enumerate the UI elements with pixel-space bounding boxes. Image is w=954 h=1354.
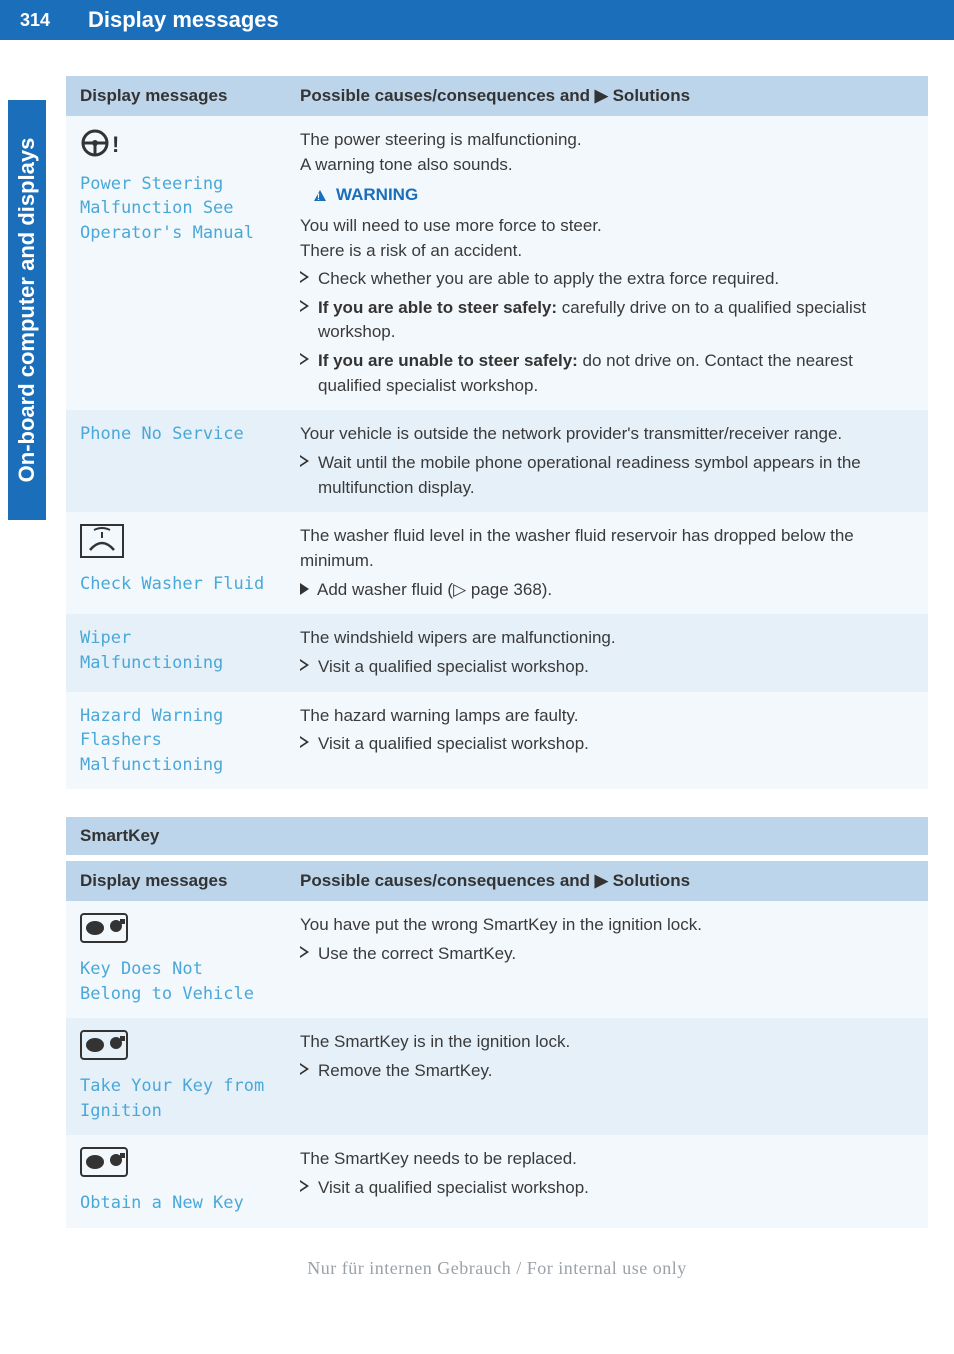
table-row: Hazard Warning Flashers Malfunctioning T… <box>66 692 928 790</box>
body-text: The SmartKey needs to be replaced. <box>300 1147 914 1172</box>
page-header: 314 Display messages <box>0 0 954 40</box>
warning-label: WARNING <box>336 183 418 208</box>
bullet-text: Use the correct SmartKey. <box>318 942 516 967</box>
bullet-text: If you are unable to steer safely: do no… <box>318 349 914 398</box>
table-row: Obtain a New Key The SmartKey needs to b… <box>66 1135 928 1227</box>
table-row: Key Does Not Belong to Vehicle You have … <box>66 901 928 1018</box>
bullet-arrow-icon <box>300 353 310 363</box>
bullet-text: Check whether you are able to apply the … <box>318 267 779 292</box>
smartkey-icon <box>80 913 128 943</box>
messages-table-2: Display messages Possible causes/consequ… <box>66 861 928 1227</box>
message-label: Key Does Not Belong to Vehicle <box>80 959 254 1004</box>
bullet-arrow-icon <box>300 1180 310 1190</box>
bullet-arrow-icon <box>300 946 310 956</box>
section-heading: SmartKey <box>66 817 928 855</box>
section-tab: On-board computer and displays <box>0 100 40 520</box>
bullet-text: Remove the SmartKey. <box>318 1059 492 1084</box>
table-row: ! Power Steering Malfunction See Operato… <box>66 116 928 410</box>
message-label: Phone No Service <box>80 424 244 444</box>
col-header-messages: Display messages <box>66 861 286 901</box>
body-text: A warning tone also sounds. <box>300 153 914 178</box>
col-header-messages: Display messages <box>66 76 286 116</box>
section-tab-label: On-board computer and displays <box>8 100 46 520</box>
bullet-text: Wait until the mobile phone operational … <box>318 451 914 500</box>
body-text: The SmartKey is in the ignition lock. <box>300 1030 914 1055</box>
message-label: Check Washer Fluid <box>80 574 264 594</box>
bullet-text: If you are able to steer safely: careful… <box>318 296 914 345</box>
body-text: The power steering is malfunctioning. <box>300 128 914 153</box>
warning-triangle-icon <box>314 190 326 201</box>
body-text: You will need to use more force to steer… <box>300 214 914 239</box>
bullet-arrow-icon <box>300 300 310 310</box>
body-text: You have put the wrong SmartKey in the i… <box>300 913 914 938</box>
table-row: Phone No Service Your vehicle is outside… <box>66 410 928 512</box>
table-row: Wiper Malfunctioning The windshield wipe… <box>66 614 928 691</box>
message-label: Take Your Key from Ignition <box>80 1076 264 1121</box>
bullet-text: Visit a qualified specialist workshop. <box>318 1176 589 1201</box>
table-row: Check Washer Fluid The washer fluid leve… <box>66 512 928 614</box>
col-header-solutions: Possible causes/consequences and ▶ Solut… <box>286 861 928 901</box>
watermark-text: Nur für internen Gebrauch / For internal… <box>66 1258 928 1279</box>
col-header-solutions: Possible causes/consequences and ▶ Solut… <box>286 76 928 116</box>
body-text: Your vehicle is outside the network prov… <box>300 422 914 447</box>
bullet-text: Add washer fluid (▷ page 368). <box>317 578 552 603</box>
message-label: Power Steering Malfunction See Operator'… <box>80 174 254 243</box>
warning-heading: WARNING <box>314 183 914 208</box>
bullet-arrow-icon <box>300 583 309 595</box>
table-row: Take Your Key from Ignition The SmartKey… <box>66 1018 928 1135</box>
messages-table-1: Display messages Possible causes/consequ… <box>66 76 928 789</box>
smartkey-icon <box>80 1030 128 1060</box>
washer-fluid-icon <box>80 524 124 558</box>
bullet-arrow-icon <box>300 1063 310 1073</box>
bullet-arrow-icon <box>300 455 310 465</box>
bullet-arrow-icon <box>300 659 310 669</box>
message-label: Wiper Malfunctioning <box>80 628 223 673</box>
body-text: The washer fluid level in the washer flu… <box>300 524 914 573</box>
svg-text:!: ! <box>112 132 119 157</box>
smartkey-icon <box>80 1147 128 1177</box>
message-label: Obtain a New Key <box>80 1193 244 1213</box>
body-text: The hazard warning lamps are faulty. <box>300 704 914 729</box>
body-text: The windshield wipers are malfunctioning… <box>300 626 914 651</box>
bullet-arrow-icon <box>300 736 310 746</box>
bullet-text: Visit a qualified specialist workshop. <box>318 655 589 680</box>
bullet-text: Visit a qualified specialist workshop. <box>318 732 589 757</box>
page-title: Display messages <box>70 0 954 40</box>
bullet-arrow-icon <box>300 271 310 281</box>
page-number: 314 <box>0 0 70 40</box>
message-label: Hazard Warning Flashers Malfunctioning <box>80 706 223 775</box>
body-text: There is a risk of an accident. <box>300 239 914 264</box>
steering-warning-icon: ! <box>80 128 124 158</box>
